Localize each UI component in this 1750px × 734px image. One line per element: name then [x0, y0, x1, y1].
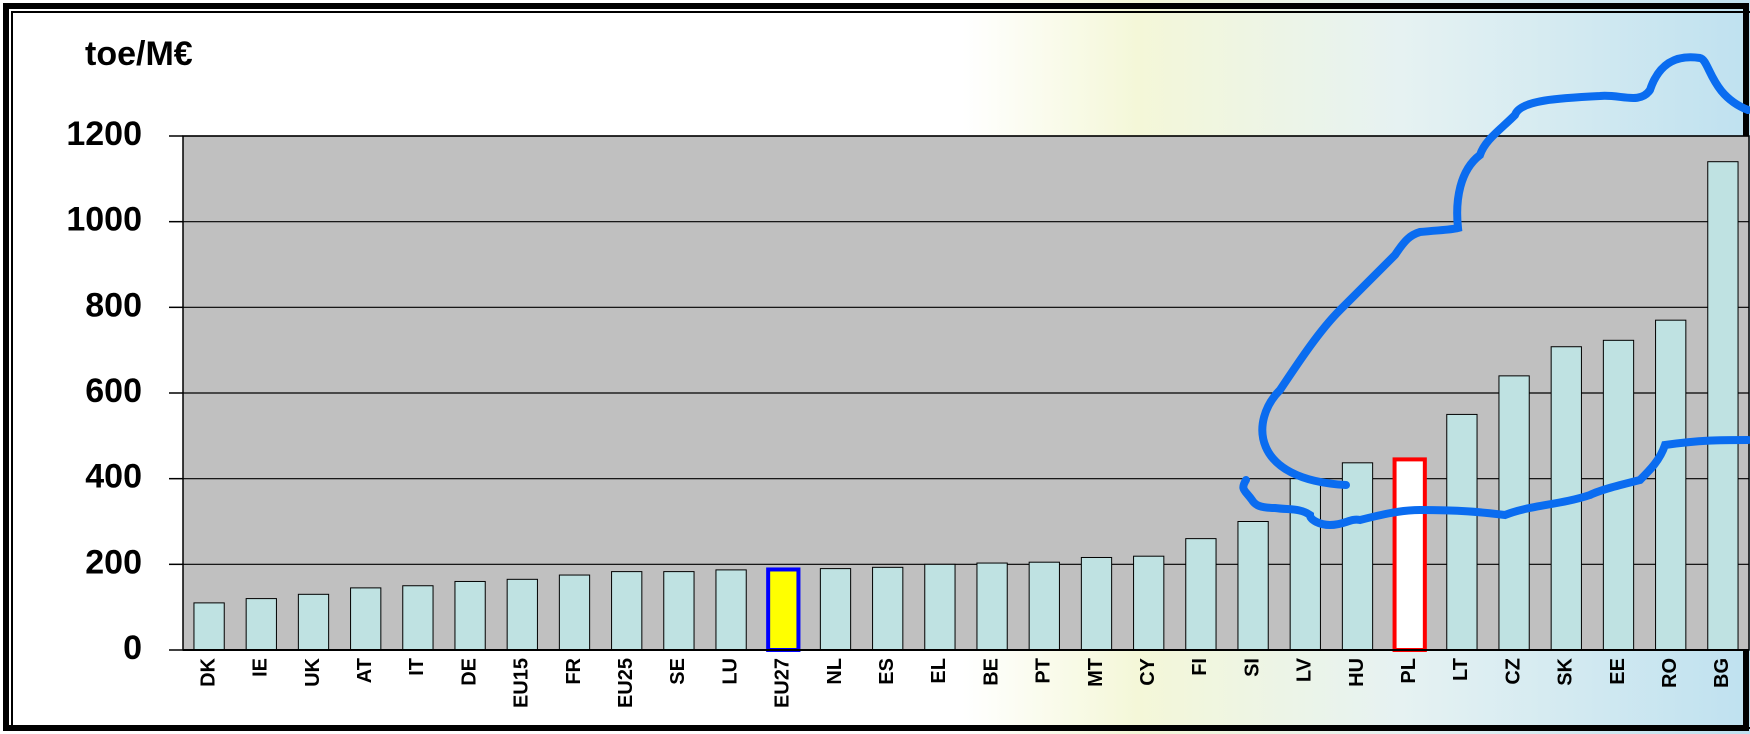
- x-tick-label: HU: [1346, 658, 1368, 687]
- x-tick-label: CY: [1137, 657, 1159, 685]
- x-tick-label: EU15: [511, 658, 533, 708]
- x-tick-label: IT: [406, 658, 428, 676]
- bar: [1603, 340, 1633, 650]
- x-tick-label: BE: [980, 658, 1002, 686]
- x-tick-label: LT: [1450, 658, 1472, 681]
- bar: [455, 581, 485, 650]
- y-tick-label: 1200: [66, 115, 142, 153]
- y-tick-label: 1000: [66, 201, 142, 239]
- y-tick-label: 0: [123, 629, 142, 667]
- bar: [194, 603, 224, 650]
- bar: [716, 570, 746, 650]
- x-tick-label: ES: [876, 658, 898, 685]
- x-tick-label: EL: [928, 658, 950, 684]
- x-tick-label: EU25: [615, 658, 637, 708]
- x-tick-label: SK: [1555, 657, 1577, 685]
- bar: [1186, 539, 1216, 650]
- x-tick-label: SE: [667, 658, 689, 685]
- bar: [403, 586, 433, 650]
- x-tick-label: CZ: [1502, 658, 1524, 685]
- bar: [1134, 556, 1164, 650]
- chart: toe/M€ 0 200 400 600 800 1000 1200 DK IE UK AT IT DE…: [0, 0, 1750, 734]
- y-axis-label: toe/M€: [85, 35, 193, 73]
- bar: [1447, 414, 1477, 650]
- x-tick-label: FI: [1189, 658, 1211, 676]
- bar: [925, 564, 955, 650]
- bar: [351, 588, 381, 650]
- y-tick-label: 400: [85, 458, 142, 496]
- y-tick-label: 800: [85, 286, 142, 324]
- x-tick-label: EE: [1607, 658, 1629, 685]
- bar: [1238, 522, 1268, 651]
- x-tick-label: FR: [563, 657, 585, 684]
- bar: [298, 594, 328, 650]
- bar: [1342, 463, 1372, 650]
- x-tick-label: IE: [250, 658, 272, 677]
- x-tick-label: EU27: [772, 658, 794, 708]
- bar: [873, 567, 903, 650]
- y-tick-label: 600: [85, 372, 142, 410]
- x-tick-label: BG: [1711, 658, 1733, 688]
- page: toe/M€ 0 200 400 600 800 1000 1200 DK IE UK AT IT DE…: [0, 0, 1750, 734]
- x-tick-label: DK: [197, 657, 219, 686]
- bar: [1081, 557, 1111, 650]
- bar: [559, 575, 589, 650]
- x-tick-label: DE: [458, 658, 480, 686]
- x-tick-label: NL: [824, 658, 846, 685]
- bar: [664, 572, 694, 650]
- bar: [612, 572, 642, 650]
- x-tick-label: UK: [302, 657, 324, 686]
- bar: [1290, 479, 1320, 650]
- x-tick-label: PT: [1033, 658, 1055, 684]
- x-tick-label: SI: [1241, 658, 1263, 677]
- x-tick-label: RO: [1659, 658, 1681, 688]
- bar: [1029, 562, 1059, 650]
- y-tick-label: 200: [85, 543, 142, 581]
- bar: [1656, 320, 1686, 650]
- x-tick-label: AT: [354, 658, 376, 683]
- x-tick-label: MT: [1085, 658, 1107, 687]
- bar: [1395, 459, 1425, 650]
- x-tick-label: LV: [1294, 657, 1316, 682]
- bar: [820, 569, 850, 650]
- bar: [977, 563, 1007, 650]
- bar: [507, 579, 537, 650]
- bar: [768, 569, 798, 650]
- x-tick-label: PL: [1398, 658, 1420, 684]
- bar: [246, 599, 276, 650]
- bar: [1708, 162, 1738, 650]
- x-tick-label: LU: [719, 658, 741, 685]
